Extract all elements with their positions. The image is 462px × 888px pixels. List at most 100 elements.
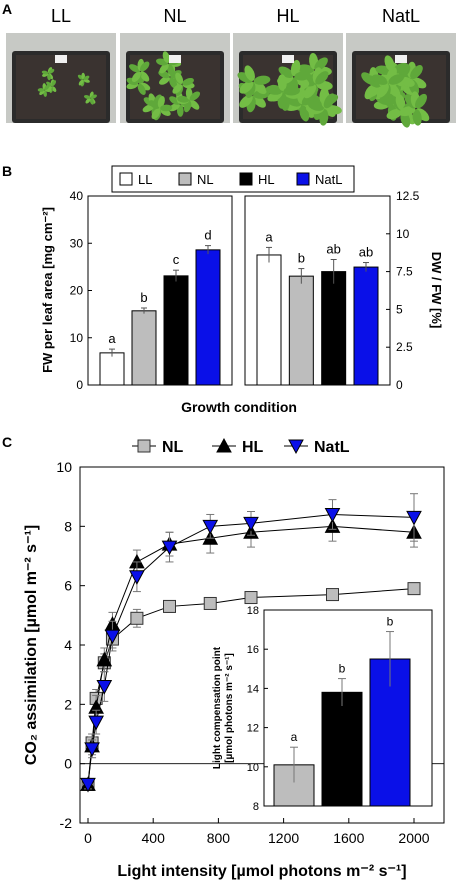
leaf	[253, 81, 267, 95]
label-tag	[282, 55, 294, 63]
legend-item-hl: HL	[212, 437, 264, 456]
inset-y-tick-label: 10	[247, 762, 259, 774]
inset-significance-letter: b	[339, 662, 346, 676]
y-tick-label: 4	[64, 637, 72, 653]
y-tick-label: 0	[64, 756, 72, 772]
legend-label-hl: HL	[258, 172, 275, 187]
inset-y-tick-label: 8	[253, 801, 259, 813]
leaf	[252, 94, 266, 108]
panel-b: B LL NL HL NatL010203040abcd02.557.51012.5a…	[2, 163, 444, 415]
legend-label-nl: NL	[162, 439, 184, 456]
leaf	[303, 84, 317, 99]
leaf	[412, 109, 422, 126]
leaf	[90, 94, 97, 99]
inset-bar-hl	[321, 691, 363, 807]
panel-c-letter: C	[2, 434, 12, 450]
leaf	[177, 95, 190, 103]
label-tag	[395, 55, 407, 63]
leaf	[78, 79, 84, 86]
legend-label-hl: HL	[242, 439, 264, 456]
leaf	[294, 71, 311, 81]
leaf	[44, 84, 50, 91]
inset-y-axis-unit: [µmol photons m⁻² s⁻¹]	[224, 653, 235, 763]
y-tick-label: 0	[76, 378, 83, 392]
label-tag	[55, 55, 67, 63]
leaf	[415, 93, 427, 109]
leaf	[325, 105, 342, 115]
legend: LL NL HL NatL	[111, 165, 355, 193]
leaf	[283, 86, 301, 96]
inset-chart: 8 10 12 14 16 18 Light compensation point [µmol…	[212, 605, 433, 813]
x-tick-label: 400	[142, 830, 166, 846]
leaf	[395, 94, 406, 111]
marker-square	[137, 439, 151, 453]
marker-square	[163, 599, 176, 613]
legend-label-natl: NatL	[315, 172, 342, 187]
bar-ll	[256, 254, 282, 386]
bar-natl	[353, 266, 379, 386]
inset-significance-letter: b	[387, 615, 394, 629]
y-tick-label: 2.5	[396, 340, 413, 354]
legend-label-ll: LL	[138, 172, 152, 187]
leaf	[189, 99, 200, 110]
significance-letter: a	[108, 331, 116, 346]
leaf	[376, 83, 389, 98]
panel-c: C -2 0 2 4 6 8 10 0 400 800 1200 1600 2000 CO₂ assimi…	[2, 434, 445, 880]
leaf	[47, 73, 51, 81]
legend-label-natl: NatL	[314, 439, 350, 456]
y-tick-label: 0	[396, 378, 403, 392]
y-tick-label: 30	[70, 236, 84, 250]
leaf	[290, 59, 301, 77]
leaf	[244, 65, 255, 81]
inset-y-tick-label: 18	[247, 605, 259, 617]
leaf	[315, 71, 329, 85]
y-tick-label: 6	[64, 578, 72, 594]
leaf	[239, 80, 254, 94]
y-axis-label-left: FW per leaf area [mg cm⁻²]	[40, 207, 55, 373]
photo-label-ll: LL	[51, 6, 71, 26]
marker-triangle-down	[288, 439, 304, 455]
marker-triangle-down	[96, 680, 113, 695]
significance-letter: d	[204, 228, 211, 243]
marker-triangle-down	[324, 507, 341, 523]
leaf	[77, 74, 84, 80]
y-tick-label: -2	[60, 815, 73, 831]
significance-letter: b	[140, 290, 147, 305]
y-tick-label: 2	[64, 696, 72, 712]
legend-box	[111, 165, 355, 193]
leaf	[83, 95, 91, 100]
marker-triangle-down	[202, 519, 219, 535]
legend-swatch-natl	[296, 172, 310, 186]
x-tick-label: 1600	[333, 830, 364, 846]
y-tick-label: 40	[70, 189, 84, 203]
bar-hl	[321, 271, 347, 386]
legend-label-nl: NL	[197, 172, 214, 187]
leaf	[129, 64, 141, 73]
leaf	[51, 80, 57, 87]
y-axis-label-right: DW / FW [%]	[429, 252, 444, 329]
significance-letter: ab	[359, 245, 373, 260]
leaf	[139, 61, 150, 72]
leaf	[131, 71, 141, 83]
leaf	[297, 64, 314, 74]
bar-natl	[195, 249, 221, 386]
leaf	[166, 63, 175, 76]
leaf	[159, 63, 169, 74]
significance-letter: a	[265, 229, 273, 244]
leaf	[387, 83, 401, 98]
leaf	[162, 51, 171, 63]
legend-swatch-hl	[239, 172, 253, 186]
significance-letter: c	[173, 252, 180, 267]
label-tag	[169, 55, 181, 63]
photo-label-natl: NatL	[382, 6, 420, 26]
inset-y-tick-label: 16	[247, 644, 259, 656]
leaf	[85, 98, 91, 104]
leaf	[277, 74, 287, 91]
x-tick-label: 1200	[268, 830, 299, 846]
leaf	[384, 55, 395, 72]
leaf	[182, 77, 194, 86]
y-tick-label: 10	[70, 331, 84, 345]
leaf	[410, 65, 423, 79]
significance-letter: b	[298, 251, 305, 266]
